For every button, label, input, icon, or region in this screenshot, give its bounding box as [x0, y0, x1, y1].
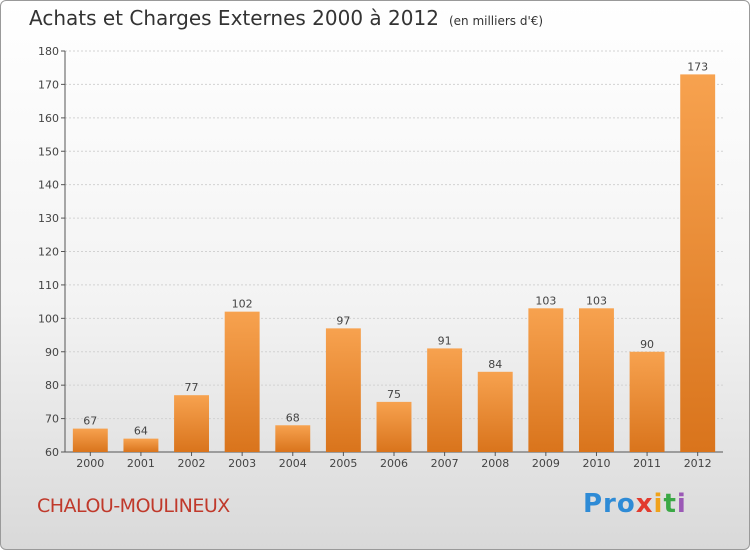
data-label: 77 [185, 381, 199, 394]
x-tick-label: 2003 [228, 457, 256, 470]
data-label: 84 [488, 358, 502, 371]
data-label: 91 [438, 334, 452, 347]
proxiti-logo: Proxiti [583, 489, 687, 519]
x-tick-label: 2008 [481, 457, 509, 470]
data-label: 103 [535, 294, 556, 307]
logo-part: Pro [583, 489, 636, 519]
y-tick-label: 180 [38, 45, 59, 58]
bar [578, 308, 614, 452]
x-tick-label: 2007 [431, 457, 459, 470]
y-tick-label: 80 [45, 379, 59, 392]
bar [680, 74, 716, 453]
bar-chart: 60 70 80 90 100 110 120 130 140 150 160 170 180 67 200… [38, 45, 723, 470]
bar [325, 328, 361, 452]
bar [224, 311, 260, 452]
y-tick-label: 110 [38, 279, 59, 292]
commune-name: CHALOU-MOULINEUX [37, 495, 230, 517]
logo-part: i [676, 489, 687, 519]
x-tick-label: 2010 [582, 457, 610, 470]
bar [427, 348, 463, 452]
x-tick-label: 2006 [380, 457, 408, 470]
bar [123, 438, 159, 452]
y-tick-label: 60 [45, 446, 59, 459]
y-tick-label: 100 [38, 312, 59, 325]
y-tick-label: 70 [45, 413, 59, 426]
logo-part: i [653, 489, 664, 519]
y-tick-label: 120 [38, 246, 59, 259]
labels: 60 70 80 90 100 110 120 130 140 150 160 170 180 67 200… [38, 45, 712, 470]
y-tick-label: 140 [38, 179, 59, 192]
data-label: 90 [640, 338, 654, 351]
y-tick-label: 170 [38, 78, 59, 91]
bar [528, 308, 564, 452]
x-tick-label: 2001 [127, 457, 155, 470]
data-label: 173 [687, 60, 708, 73]
y-tick-label: 150 [38, 145, 59, 158]
logo-part: t [663, 489, 677, 519]
x-tick-label: 2009 [532, 457, 560, 470]
bar [72, 428, 108, 452]
y-tick-label: 90 [45, 346, 59, 359]
data-label: 103 [586, 294, 607, 307]
chart-title: Achats et Charges Externes 2000 à 2012 (e… [29, 6, 543, 30]
bar [275, 425, 311, 452]
data-label: 75 [387, 388, 401, 401]
y-tick-label: 130 [38, 212, 59, 225]
data-label: 68 [286, 411, 300, 424]
x-tick-label: 2000 [76, 457, 104, 470]
logo-part: x [635, 489, 654, 519]
x-tick-label: 2011 [633, 457, 661, 470]
bar [376, 401, 412, 452]
chart-title-text: Achats et Charges Externes 2000 à 2012 [29, 6, 439, 30]
bar [629, 351, 665, 452]
x-tick-label: 2002 [178, 457, 206, 470]
data-label: 67 [83, 415, 97, 428]
bars [72, 74, 716, 453]
x-tick-label: 2004 [279, 457, 307, 470]
data-label: 97 [336, 314, 350, 327]
data-label: 102 [232, 298, 253, 311]
data-label: 64 [134, 425, 148, 438]
bar [477, 371, 513, 452]
x-tick-label: 2005 [329, 457, 357, 470]
bar [174, 395, 210, 452]
y-tick-label: 160 [38, 112, 59, 125]
x-tick-label: 2012 [684, 457, 712, 470]
chart-subtitle: (en milliers d'€) [448, 14, 544, 28]
